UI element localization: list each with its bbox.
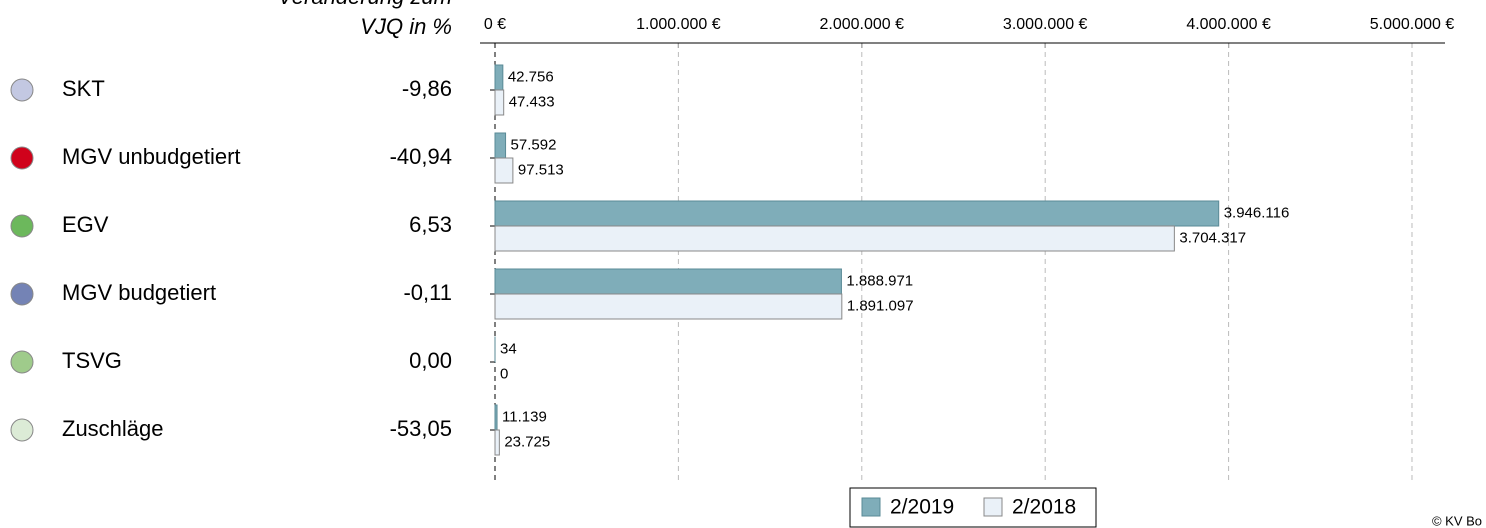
bar (494, 64, 504, 91)
value-label: 42.756 (508, 68, 554, 85)
change-value: 6,53 (409, 212, 452, 237)
category-label: MGV budgetiert (62, 280, 216, 305)
category-label: EGV (62, 212, 109, 237)
legend-label: 2/2018 (1012, 496, 1076, 519)
category-dot (10, 214, 34, 238)
value-label: 34 (500, 340, 517, 357)
bar (494, 429, 500, 456)
category-dot (10, 350, 34, 374)
category-dot (10, 418, 34, 442)
bar (494, 200, 1220, 227)
x-tick-label: 4.000.000 € (1186, 16, 1271, 33)
category-dot (10, 78, 34, 102)
value-label: 1.891.097 (847, 297, 914, 314)
value-label: 47.433 (509, 93, 555, 110)
change-value: -53,05 (390, 416, 452, 441)
x-tick-label: 3.000.000 € (1003, 16, 1088, 33)
x-tick-label: 0 € (484, 16, 506, 33)
value-label: 0 (500, 365, 508, 382)
x-tick-label: 5.000.000 € (1370, 16, 1455, 33)
bar (494, 157, 514, 184)
legend-box (849, 487, 1097, 528)
change-header: VJQ in % (360, 14, 452, 39)
value-label: 3.946.116 (1224, 204, 1290, 221)
value-label: 3.704.317 (1179, 229, 1246, 246)
value-label: 23.725 (504, 433, 550, 450)
x-tick-label: 1.000.000 € (636, 16, 721, 33)
change-header: Veränderung zum (278, 0, 452, 9)
bar (494, 132, 507, 159)
bar (494, 268, 842, 295)
value-label: 11.139 (502, 408, 547, 425)
value-label: 97.513 (518, 161, 564, 178)
source: © KV Bo (1432, 513, 1482, 528)
category-dot (10, 146, 34, 170)
change-value: 0,00 (409, 348, 452, 373)
bar (494, 404, 498, 431)
legend-swatch (861, 497, 881, 517)
change-value: -0,11 (403, 280, 452, 305)
bar (494, 293, 843, 320)
value-label: 1.888.971 (846, 272, 913, 289)
change-value: -9,86 (402, 76, 452, 101)
category-label: TSVG (62, 348, 122, 373)
category-label: SKT (62, 76, 105, 101)
category-label: Zuschläge (62, 416, 164, 441)
bar (494, 89, 505, 116)
category-label: MGV unbudgetiert (62, 144, 241, 169)
change-value: -40,94 (390, 144, 452, 169)
legend-swatch (983, 497, 1003, 517)
bar (494, 225, 1175, 252)
legend-label: 2/2019 (890, 496, 954, 519)
x-tick-label: 2.000.000 € (820, 16, 905, 33)
value-label: 57.592 (511, 136, 557, 153)
category-dot (10, 282, 34, 306)
